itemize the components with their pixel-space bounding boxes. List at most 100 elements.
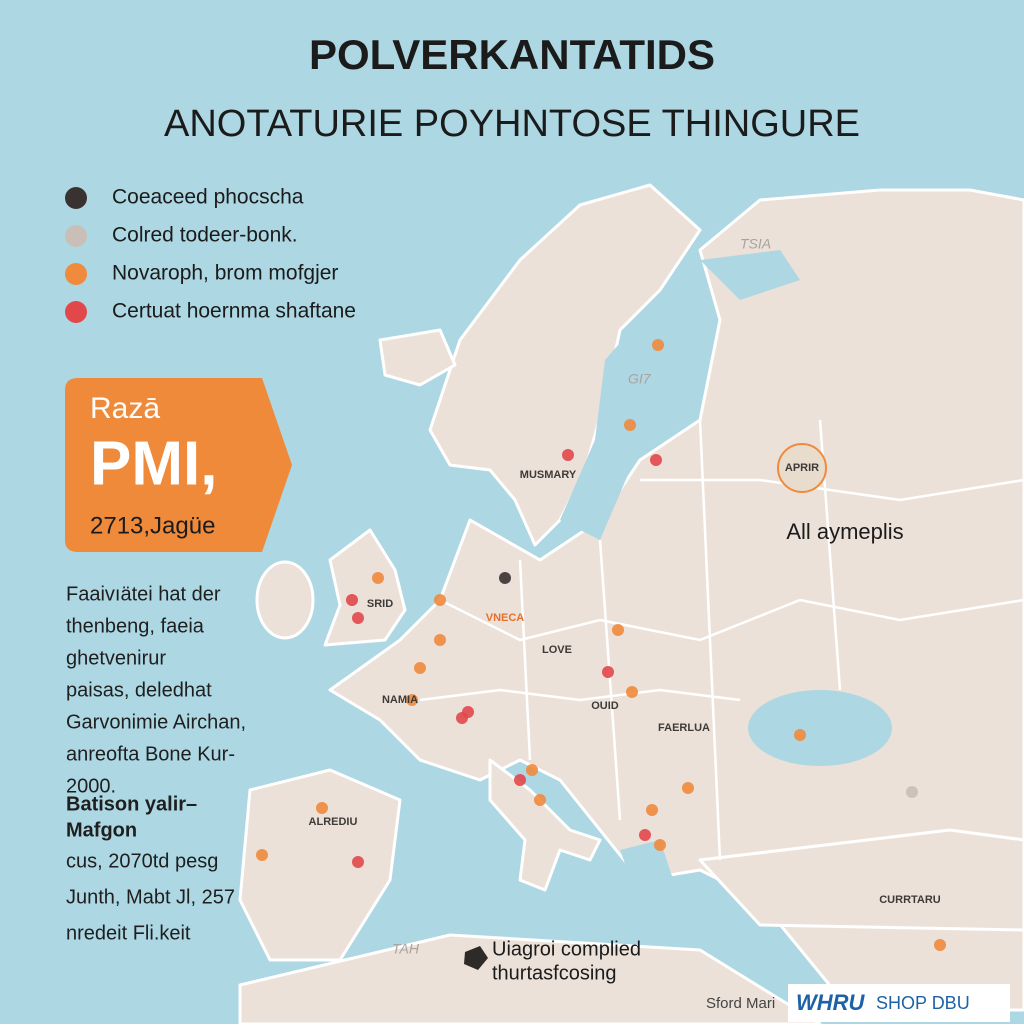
footer-caption: thurtasfcosing	[492, 962, 617, 984]
italy	[488, 758, 602, 892]
map-label: OUID	[591, 700, 619, 712]
legend-label: Colred todeer-bonk.	[112, 224, 298, 247]
map-label: APRIR	[785, 462, 819, 474]
map-marker	[612, 624, 624, 636]
map-marker	[456, 712, 468, 724]
note-detail: nredeit Fli.keit	[66, 922, 191, 944]
black-sea	[748, 690, 892, 766]
map-marker	[406, 694, 418, 706]
map-marker	[624, 419, 636, 431]
legend-swatch	[65, 187, 87, 209]
map-marker	[626, 686, 638, 698]
border	[419, 688, 741, 702]
map-marker	[352, 856, 364, 868]
map-marker	[499, 572, 511, 584]
map-label: MUSMARY	[520, 469, 577, 481]
note-detail: Junth, Mabt Jl, 257	[66, 886, 235, 908]
brand: WHRU	[796, 990, 866, 1015]
map-marker	[526, 764, 538, 776]
map-label: CURRTARU	[879, 894, 941, 906]
border	[640, 478, 1024, 502]
map-marker	[934, 939, 946, 951]
map-marker	[352, 612, 364, 624]
brand-box	[788, 984, 1010, 1022]
ireland	[255, 560, 315, 640]
map-label: SRID	[367, 598, 393, 610]
map-marker	[414, 662, 426, 674]
map-label: LOVE	[542, 644, 572, 656]
map-marker	[534, 794, 546, 806]
map-marker	[646, 804, 658, 816]
map-label: GI7	[628, 371, 652, 387]
note-line: paisas, deledhat	[66, 679, 212, 701]
baltic	[560, 320, 655, 540]
anatolia	[698, 828, 1024, 932]
note-line: thenbeng, faeia	[66, 615, 205, 637]
legend-label: Novaroph, brom mofgjer	[112, 262, 338, 285]
map-marker	[346, 594, 358, 606]
iberia	[238, 768, 402, 962]
note-detail: cus, 2070td pesg	[66, 850, 218, 872]
map-marker	[602, 666, 614, 678]
britain	[323, 528, 407, 647]
borders	[419, 419, 1024, 861]
inland-seas	[560, 250, 892, 905]
map-marker	[562, 449, 574, 461]
map-marker	[256, 849, 268, 861]
note-line: ghetvenirur	[66, 647, 166, 669]
notes: Faaivıätei hat der thenbeng, faeia ghetven…	[66, 583, 246, 944]
map-marker	[682, 782, 694, 794]
legend-label: Certuat hoernma shaftane	[112, 300, 356, 323]
map-marker	[372, 572, 384, 584]
note-line: 2000.	[66, 775, 116, 797]
title: POLVERKANTATIDS	[309, 31, 715, 78]
callout-value: PMI,	[90, 429, 217, 498]
mainland	[328, 188, 1024, 1012]
callout-heading: Razā	[90, 392, 160, 425]
note-line: Garvonimie Airchan,	[66, 711, 246, 733]
map-label: ALREDIU	[309, 816, 358, 828]
legend-swatch	[65, 301, 87, 323]
markers	[256, 339, 946, 951]
map-marker	[652, 339, 664, 351]
africa	[238, 933, 822, 1026]
note-subheading: Mafgon	[66, 819, 137, 841]
land	[238, 183, 1024, 1026]
brand-suffix: SHOP DBU	[876, 993, 970, 1013]
map-marker	[639, 829, 651, 841]
map-marker	[906, 786, 918, 798]
callout-box	[65, 378, 292, 552]
footer-caption: Uiagroi complied	[492, 938, 641, 960]
map-label: NAMIA	[382, 694, 418, 706]
footer-icon	[464, 946, 488, 970]
map-label: All aymeplis	[786, 519, 903, 544]
map-marker	[650, 454, 662, 466]
map-marker	[794, 729, 806, 741]
callout-caption: 2713,Jagüe	[90, 512, 215, 539]
map-marker	[316, 802, 328, 814]
aegean	[620, 840, 680, 905]
subtitle: ANOTATURIE POYHNTOSE THINGURE	[164, 103, 860, 145]
legend-swatch	[65, 225, 87, 247]
note-subheading: Batison yalir–	[66, 793, 197, 815]
feature-icon	[777, 443, 827, 493]
note-line: anreofta Bone Kur-	[66, 743, 235, 765]
map-label: TSIA	[740, 236, 771, 252]
map-marker	[654, 839, 666, 851]
credit: Sford Mari	[706, 995, 775, 1012]
white-sea	[700, 250, 800, 300]
legend: Coeaceed phocscha Colred todeer-bonk. Nova…	[65, 186, 356, 323]
map-label: TAH	[392, 941, 420, 957]
note-line: Faaivıätei hat der	[66, 583, 221, 605]
map-label: FAERLUA	[658, 722, 710, 734]
border	[518, 419, 842, 861]
map-marker	[514, 774, 526, 786]
border	[439, 598, 1024, 642]
iceland	[378, 328, 457, 387]
map-label: VNECA	[486, 612, 525, 624]
map-marker	[434, 594, 446, 606]
map-marker	[434, 634, 446, 646]
legend-label: Coeaceed phocscha	[112, 186, 304, 209]
legend-swatch	[65, 263, 87, 285]
